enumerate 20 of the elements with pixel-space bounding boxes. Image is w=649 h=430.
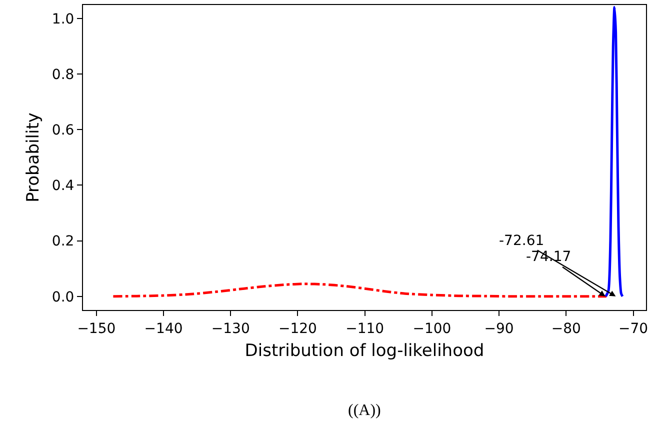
x-tick-label: −120 [278,320,317,337]
y-tick-label: 0.2 [52,234,74,250]
y-tick-label: 0.0 [52,289,74,306]
y-tick-label: 0.4 [52,178,74,194]
x-axis-title: Distribution of log-likelihood [244,341,484,362]
x-tick-label: −150 [77,320,116,337]
y-tick-label: 0.8 [52,66,74,83]
text: ((A)) [348,402,381,419]
y-tick-label: 0.6 [52,122,74,138]
x-tick-label: −140 [144,320,183,337]
x-tick-label: −130 [211,320,250,337]
x-tick-label: −80 [551,320,581,337]
y-axis-title: Probability [23,112,44,202]
x-tick-label: −90 [484,320,514,337]
x-tick-label: −70 [618,320,648,337]
y-tick-label: 1.0 [52,11,74,28]
line-series [112,282,608,298]
annotation: -72.61 [499,233,544,249]
x-tick-label: −110 [346,320,384,337]
x-tick-label: −100 [412,320,452,337]
